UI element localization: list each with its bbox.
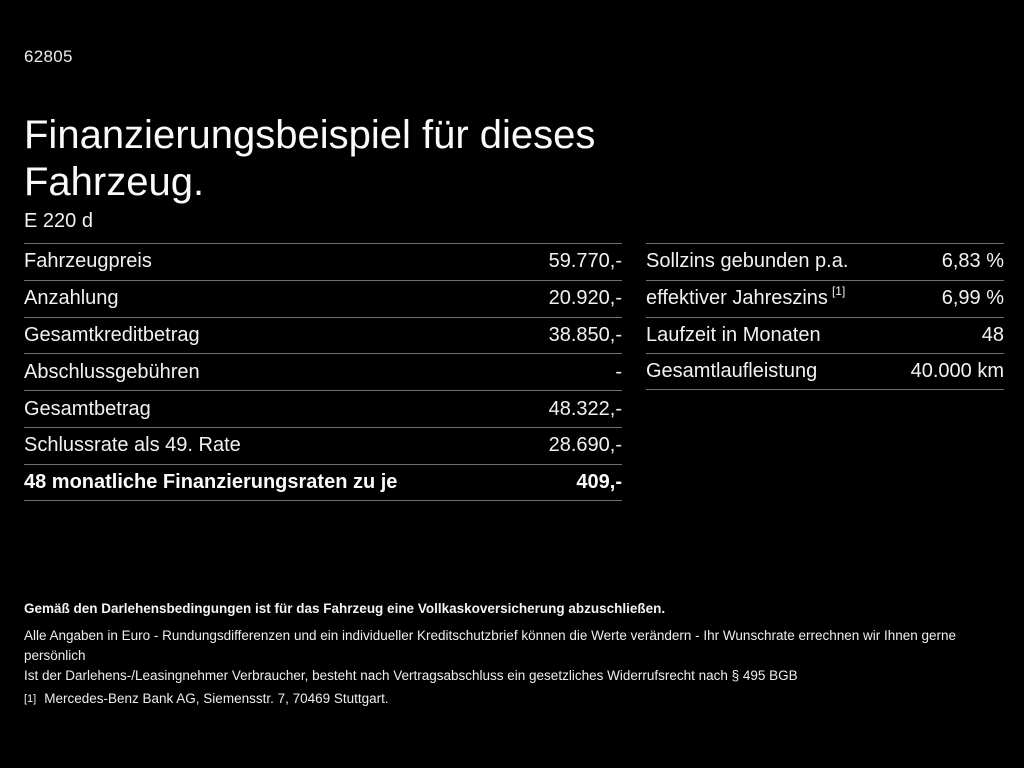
doc-number: 62805: [24, 47, 73, 66]
footnote-bank-address: Mercedes-Benz Bank AG, Siemensstr. 7, 70…: [44, 691, 389, 706]
table-row: Laufzeit in Monaten 48: [646, 316, 1004, 354]
row-label: Gesamtkreditbetrag: [24, 323, 200, 346]
table-row: Gesamtbetrag 48.322,-: [24, 390, 622, 427]
financing-table-right: Sollzins gebunden p.a. 6,83 % effektiver J…: [646, 243, 1004, 391]
row-value: 6,83 %: [941, 250, 1004, 273]
table-row: 48 monatliche Finanzierungsraten zu je 40…: [24, 463, 622, 501]
row-value: 6,99 %: [941, 287, 1004, 310]
footnote-reference: [1] Mercedes-Benz Bank AG, Siemensstr. 7,…: [24, 689, 1004, 709]
row-value: 28.690,-: [548, 434, 622, 457]
table-row: Schlussrate als 49. Rate 28.690,-: [24, 426, 622, 464]
row-label: effektiver Jahreszins [1]: [646, 283, 846, 310]
table-row: Gesamtlaufleistung 40.000 km: [646, 353, 1004, 391]
row-label: Fahrzeugpreis: [24, 250, 152, 273]
row-value: 40.000 km: [910, 360, 1004, 383]
table-row: Fahrzeugpreis 59.770,-: [24, 243, 622, 280]
row-value: 38.850,-: [548, 323, 622, 346]
financing-tables: Fahrzeugpreis 59.770,- Anzahlung 20.920,- Ge…: [24, 243, 1004, 501]
table-row: Abschlussgebühren -: [24, 353, 622, 390]
row-label: Sollzins gebunden p.a.: [646, 250, 849, 273]
row-label: Gesamtlaufleistung: [646, 360, 818, 383]
row-label: Schlussrate als 49. Rate: [24, 434, 241, 457]
footnote-disclaimer: Alle Angaben in Euro - Rundungsdifferenz…: [24, 628, 957, 663]
row-value: 59.770,-: [548, 250, 622, 273]
footnote-withdrawal: Ist der Darlehens-/Leasingnehmer Verbrau…: [24, 668, 798, 683]
page-title: Finanzierungsbeispiel für dieses Fahrzeu…: [24, 112, 596, 204]
table-row: Sollzins gebunden p.a. 6,83 %: [646, 243, 1004, 280]
table-row: effektiver Jahreszins [1] 6,99 %: [646, 279, 1004, 317]
footnotes: Gemäß den Darlehensbedingungen ist für d…: [24, 599, 1004, 709]
footnote-marker: [1]: [831, 283, 846, 298]
row-label: Laufzeit in Monaten: [646, 323, 821, 346]
model-name: E 220 d: [24, 210, 93, 232]
row-label: 48 monatliche Finanzierungsraten zu je: [24, 470, 398, 493]
row-label: Anzahlung: [24, 287, 119, 310]
row-label: Abschlussgebühren: [24, 360, 200, 383]
row-value: 48: [981, 323, 1004, 346]
row-label: Gesamtbetrag: [24, 397, 151, 420]
row-value: -: [615, 360, 622, 383]
table-row: Anzahlung 20.920,-: [24, 279, 622, 317]
row-value: 48.322,-: [548, 397, 622, 420]
footnote-marker: [1]: [24, 693, 37, 705]
row-value: 409,-: [576, 470, 622, 493]
row-value: 20.920,-: [548, 287, 622, 310]
footnote-insurance: Gemäß den Darlehensbedingungen ist für d…: [24, 601, 666, 616]
financing-table-left: Fahrzeugpreis 59.770,- Anzahlung 20.920,- Ge…: [24, 243, 622, 501]
table-row: Gesamtkreditbetrag 38.850,-: [24, 316, 622, 354]
